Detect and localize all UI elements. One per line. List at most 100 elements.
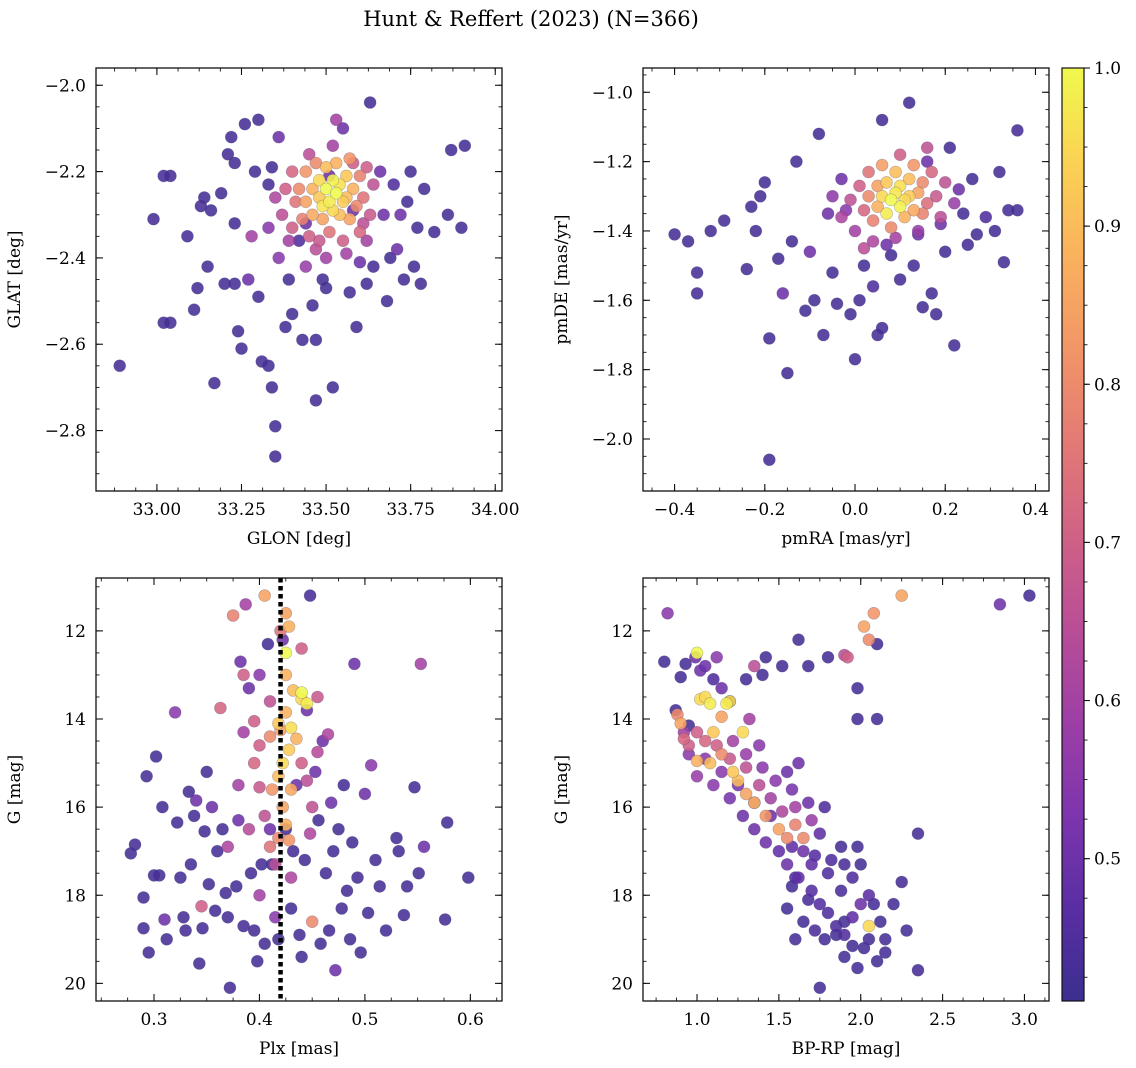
data-point bbox=[262, 221, 275, 234]
data-point bbox=[826, 190, 839, 203]
y-tick-label: −2.0 bbox=[592, 430, 633, 450]
data-point bbox=[747, 796, 761, 810]
data-point bbox=[323, 195, 336, 209]
data-point bbox=[275, 208, 289, 222]
data-point bbox=[311, 690, 324, 704]
data-point bbox=[295, 642, 308, 655]
data-point bbox=[279, 320, 292, 334]
x-tick-label: 34.00 bbox=[471, 500, 520, 520]
colorbar-tick-label: 0.6 bbox=[1094, 692, 1121, 712]
data-point bbox=[698, 734, 712, 748]
data-point bbox=[947, 196, 961, 210]
data-point bbox=[707, 778, 720, 792]
data-point bbox=[184, 858, 198, 871]
data-point bbox=[360, 161, 374, 174]
scatter-points bbox=[668, 96, 1024, 467]
data-point bbox=[285, 307, 299, 321]
data-point bbox=[302, 148, 316, 161]
data-point bbox=[947, 339, 961, 352]
data-point bbox=[414, 657, 428, 671]
data-point bbox=[707, 725, 720, 739]
data-point bbox=[461, 871, 475, 884]
data-point bbox=[884, 193, 898, 207]
y-axis-label: G [mag] bbox=[5, 755, 25, 824]
data-point bbox=[319, 281, 333, 295]
data-point bbox=[690, 646, 704, 660]
data-point bbox=[812, 127, 826, 141]
x-tick-label: 0.3 bbox=[140, 1010, 167, 1030]
data-point bbox=[242, 822, 256, 836]
data-point bbox=[805, 858, 818, 871]
data-point bbox=[853, 293, 866, 307]
data-point bbox=[857, 203, 871, 217]
data-point bbox=[268, 450, 282, 463]
data-point bbox=[834, 884, 848, 898]
data-point bbox=[174, 871, 187, 884]
data-point bbox=[137, 891, 150, 904]
data-point bbox=[335, 902, 349, 915]
data-point bbox=[668, 228, 681, 241]
data-point bbox=[285, 165, 299, 178]
data-point bbox=[312, 173, 326, 187]
data-point bbox=[216, 822, 229, 836]
data-point bbox=[228, 277, 241, 291]
data-point bbox=[189, 794, 203, 807]
x-tick-label: 2.0 bbox=[847, 1010, 874, 1030]
x-tick-label: 0.0 bbox=[841, 500, 868, 520]
data-point bbox=[698, 659, 712, 673]
data-point bbox=[303, 589, 317, 602]
data-point bbox=[710, 650, 724, 664]
data-point bbox=[379, 924, 393, 937]
data-point bbox=[884, 221, 898, 234]
data-point bbox=[900, 924, 913, 937]
data-point bbox=[369, 853, 382, 867]
data-point bbox=[284, 721, 298, 735]
data-point bbox=[326, 139, 340, 152]
data-point bbox=[367, 178, 380, 191]
data-point bbox=[265, 783, 279, 796]
x-tick-label: 33.25 bbox=[217, 500, 266, 520]
data-point bbox=[938, 176, 952, 189]
data-point bbox=[383, 251, 397, 265]
data-point bbox=[830, 297, 844, 311]
data-point bbox=[247, 714, 261, 728]
data-point bbox=[965, 172, 979, 186]
data-point bbox=[316, 212, 330, 226]
data-point bbox=[168, 706, 182, 719]
data-point bbox=[225, 130, 238, 144]
data-point bbox=[153, 869, 166, 882]
data-point bbox=[838, 950, 851, 964]
data-point bbox=[874, 915, 887, 929]
y-tick-label: −1.8 bbox=[592, 361, 633, 381]
data-point bbox=[361, 906, 375, 920]
data-point bbox=[854, 858, 868, 871]
data-point bbox=[759, 809, 773, 823]
data-point bbox=[323, 225, 336, 239]
data-point bbox=[303, 827, 317, 840]
data-point bbox=[857, 620, 871, 633]
data-point bbox=[340, 884, 354, 898]
data-point bbox=[785, 235, 799, 248]
data-point bbox=[198, 825, 211, 838]
data-point bbox=[826, 266, 839, 279]
data-point bbox=[329, 963, 342, 977]
data-point bbox=[214, 701, 227, 715]
data-point bbox=[756, 668, 769, 682]
colorbar-tick-label: 0.9 bbox=[1094, 217, 1121, 237]
data-point bbox=[841, 650, 854, 664]
data-point bbox=[681, 235, 695, 248]
data-point bbox=[219, 886, 232, 900]
data-point bbox=[657, 655, 671, 669]
data-point bbox=[231, 324, 245, 338]
data-point bbox=[848, 224, 862, 238]
data-point bbox=[263, 840, 277, 854]
data-point bbox=[674, 670, 688, 684]
y-tick-label: 14 bbox=[64, 710, 86, 730]
data-point bbox=[851, 712, 864, 726]
data-point bbox=[299, 195, 313, 209]
data-point bbox=[252, 113, 265, 127]
data-point bbox=[208, 904, 222, 918]
y-tick-label: −2.4 bbox=[45, 249, 86, 269]
data-point bbox=[263, 730, 277, 743]
